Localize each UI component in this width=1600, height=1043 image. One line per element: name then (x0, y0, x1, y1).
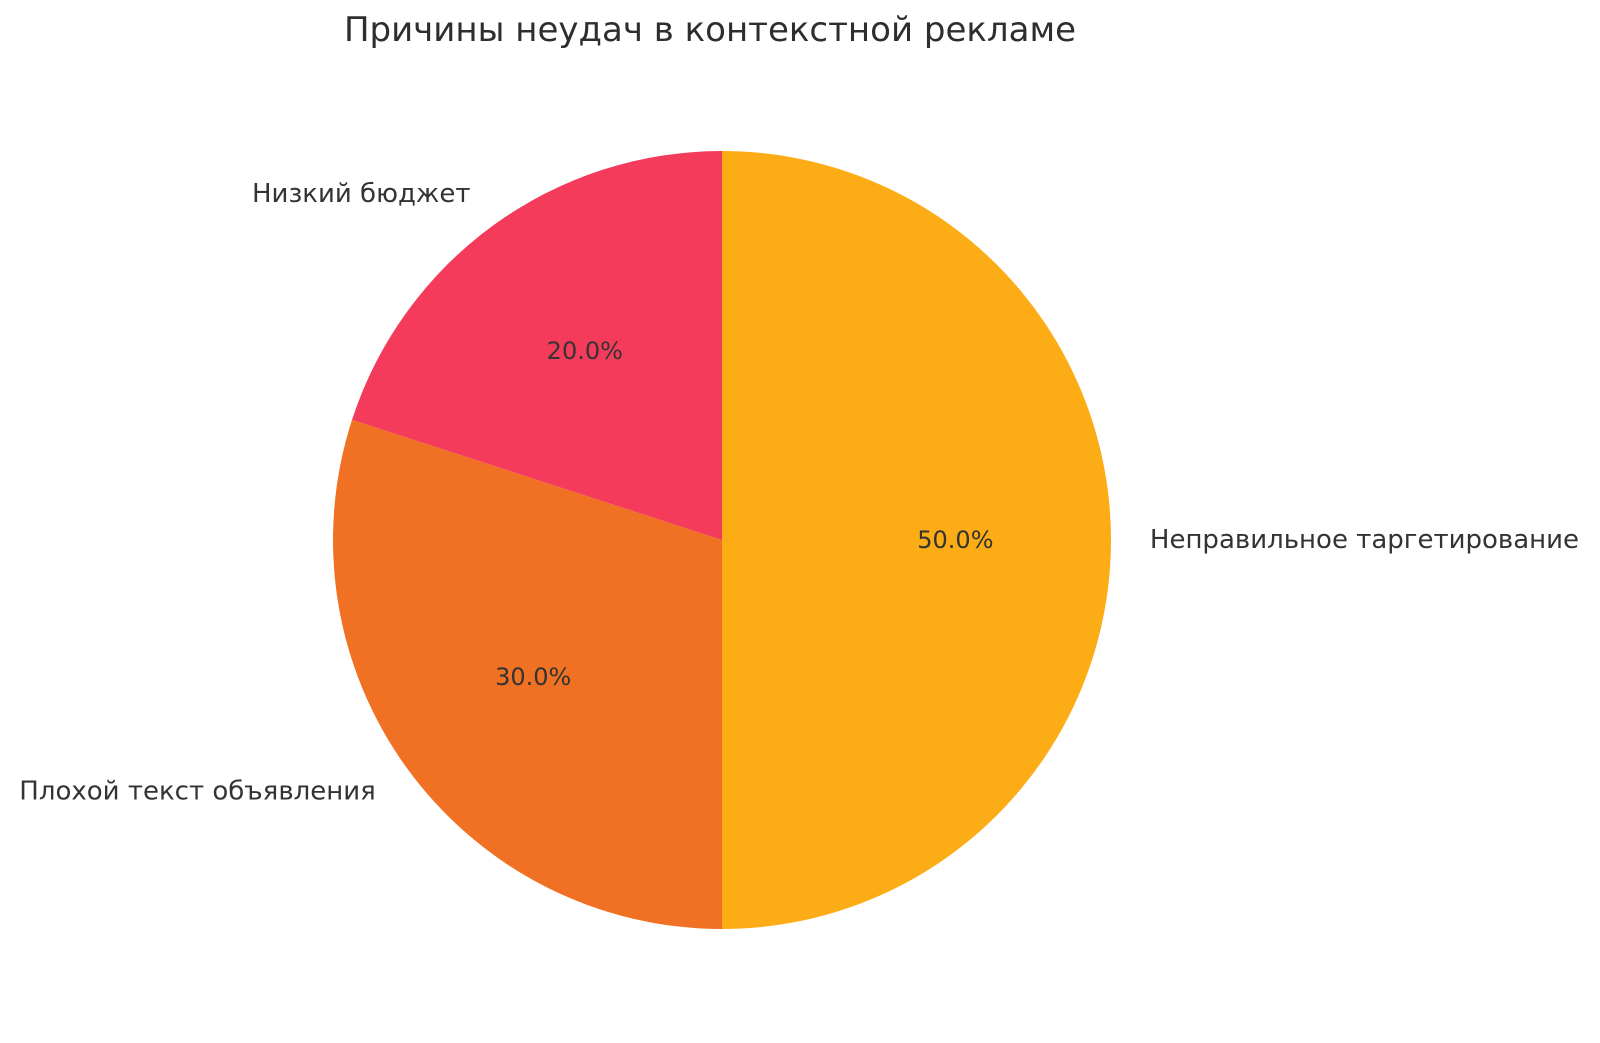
slice-label-1: Неправильное таргетирование (1150, 525, 1579, 555)
chart-title: Причины неудач в контекстной рекламе (344, 10, 1076, 50)
pie-slice-3 (352, 151, 722, 540)
pie-slice-1 (722, 151, 1111, 929)
percent-label-2: 30.0% (495, 663, 571, 691)
slice-label-3: Низкий бюджет (252, 179, 471, 209)
pie-slice-2 (333, 419, 722, 929)
percent-label-1: 50.0% (917, 526, 993, 554)
percent-label-3: 20.0% (547, 337, 623, 365)
slice-label-2: Плохой текст объявления (19, 777, 376, 807)
pie-slices-group: 50.0% Неправильное таргетирование 30.0% Пло… (19, 151, 1579, 929)
